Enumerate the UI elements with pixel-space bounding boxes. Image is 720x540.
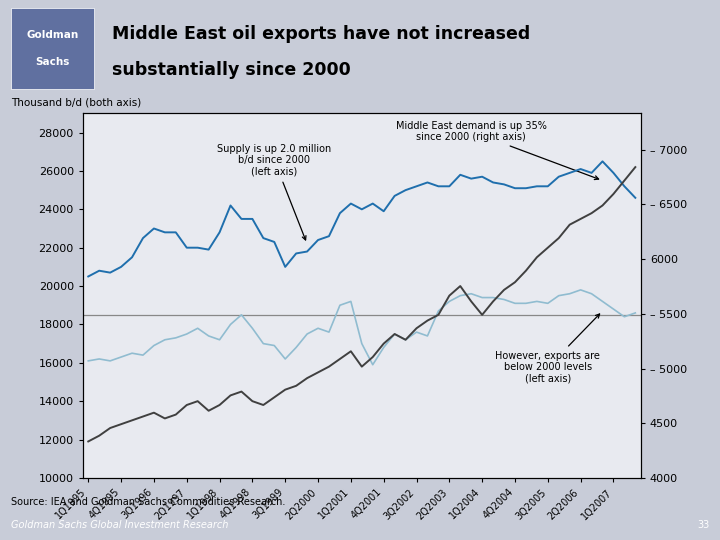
Text: Source: IEA and Goldman Sachs Commodities Research.: Source: IEA and Goldman Sachs Commoditie… <box>11 497 285 507</box>
Text: substantially since 2000: substantially since 2000 <box>112 61 351 79</box>
FancyBboxPatch shape <box>11 8 94 90</box>
Text: Thousand b/d (both axis): Thousand b/d (both axis) <box>11 97 141 107</box>
Text: Middle East oil exports have not increased: Middle East oil exports have not increas… <box>112 25 530 43</box>
Text: Supply is up 2.0 million
b/d since 2000
(left axis): Supply is up 2.0 million b/d since 2000 … <box>217 144 331 240</box>
Text: Middle East demand is up 35%
since 2000 (right axis): Middle East demand is up 35% since 2000 … <box>396 120 598 179</box>
Text: However, exports are
below 2000 levels
(left axis): However, exports are below 2000 levels (… <box>495 314 600 384</box>
Text: 33: 33 <box>697 520 709 530</box>
Text: Sachs: Sachs <box>35 57 70 67</box>
Text: Goldman Sachs Global Investment Research: Goldman Sachs Global Investment Research <box>11 520 228 530</box>
Text: Goldman: Goldman <box>27 30 78 40</box>
